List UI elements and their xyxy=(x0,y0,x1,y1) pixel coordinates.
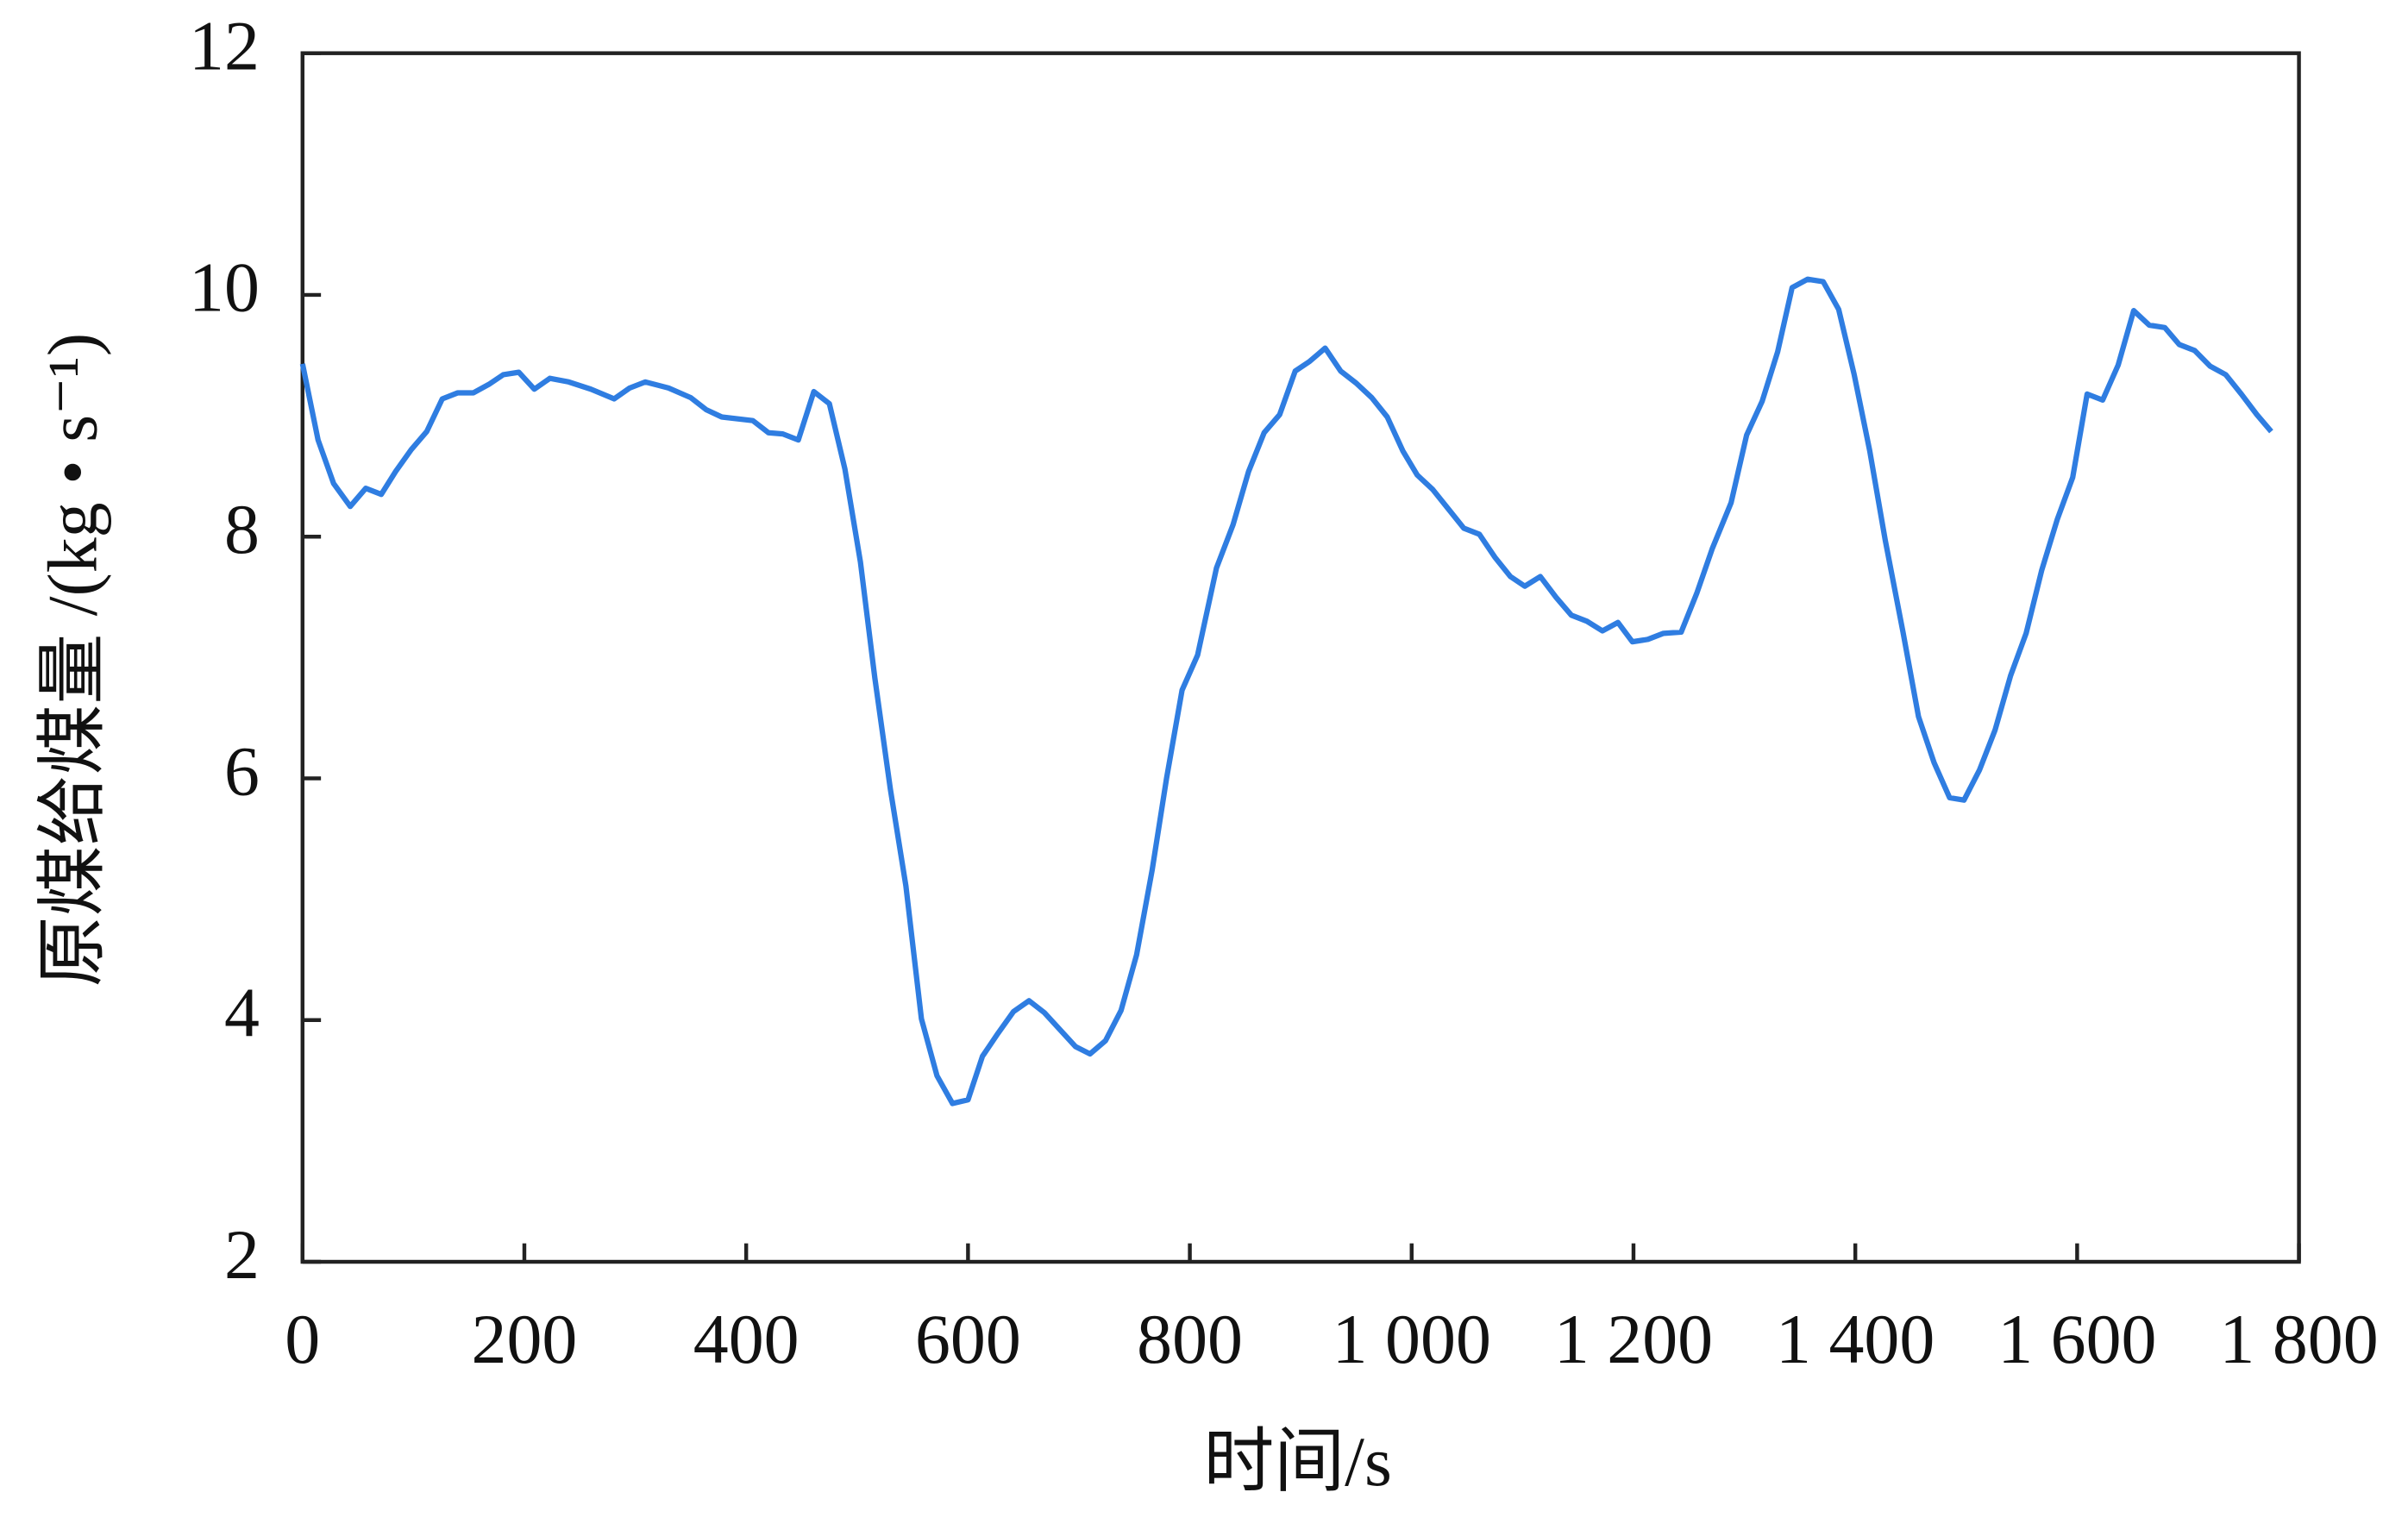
x-tick-label: 1 000 xyxy=(1333,1300,1491,1378)
x-tick-label: 600 xyxy=(915,1300,1021,1378)
x-tick-label: 1 600 xyxy=(1997,1300,2156,1378)
plot-frame xyxy=(300,51,2301,1264)
x-tick-label: 800 xyxy=(1137,1300,1243,1378)
x-tick-label: 1 400 xyxy=(1776,1300,1935,1378)
y-tick-label: 12 xyxy=(189,6,260,85)
y-tick-label: 10 xyxy=(189,248,260,327)
y-tick-label: 2 xyxy=(224,1215,260,1294)
y-tick-label: 8 xyxy=(224,490,260,568)
y-tick-label: 4 xyxy=(224,974,260,1052)
y-axis-label: 原煤给煤量 /(kg • s⁻¹) xyxy=(33,333,111,987)
x-tick-label: 0 xyxy=(285,1300,320,1378)
x-tick-label: 1 200 xyxy=(1554,1300,1713,1378)
x-tick-label: 1 800 xyxy=(2219,1300,2378,1378)
x-axis-label: 时间/s xyxy=(1203,1422,1391,1501)
x-tick-label: 400 xyxy=(693,1300,800,1378)
data-line xyxy=(299,276,2273,1107)
y-tick-label: 6 xyxy=(224,731,260,810)
x-tick-label: 200 xyxy=(472,1300,578,1378)
